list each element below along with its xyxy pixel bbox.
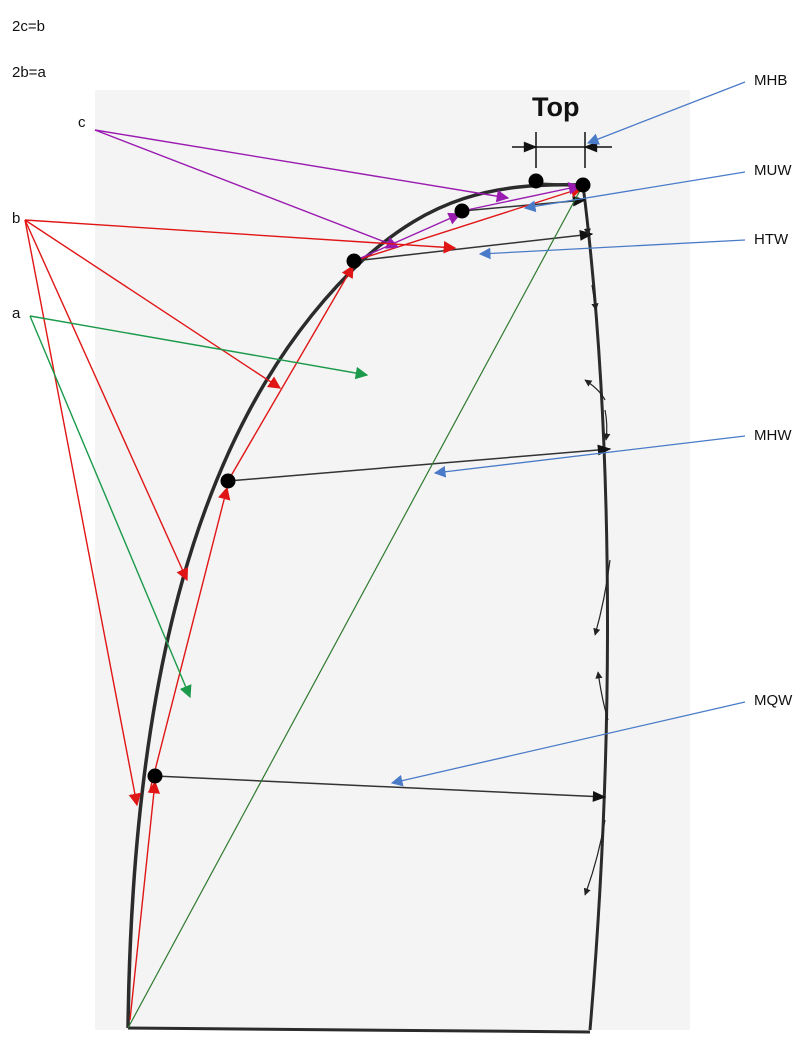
label-mhb: MHB: [754, 72, 788, 89]
leech-line: [581, 184, 610, 1031]
top-label: Top: [532, 92, 580, 122]
diagonal-green-line: [127, 184, 584, 1029]
sail-outline: [126, 182, 610, 1034]
leech-flex-arrows: [583, 199, 611, 896]
top-dimension: [512, 132, 612, 168]
c-chord-arrows: [353, 182, 582, 262]
equation-b-a: 2b=a: [12, 64, 46, 81]
htw-width-line: [353, 230, 594, 262]
point-head: [575, 177, 591, 193]
point-upper: [454, 203, 470, 219]
a-pointer-arrows: [29, 315, 369, 699]
point-top-front: [528, 173, 544, 189]
b-pointer-arrows: [24, 219, 457, 807]
label-mqw: MQW: [754, 692, 793, 709]
equation-c-b: 2c=b: [12, 18, 45, 35]
point-quarter: [147, 768, 163, 784]
point-three-quarter: [346, 253, 362, 269]
c-pointer-arrows: [94, 129, 510, 249]
label-a: a: [12, 305, 21, 322]
label-c: c: [78, 114, 86, 131]
measurement-points: [147, 173, 591, 784]
b-chord-arrows: [129, 185, 584, 1021]
point-half: [220, 473, 236, 489]
label-mhw: MHW: [754, 427, 792, 444]
mhw-width-line: [227, 444, 612, 482]
label-htw: HTW: [754, 231, 789, 248]
mqw-width-line: [154, 775, 607, 802]
label-muw: MUW: [754, 162, 792, 179]
foot-line: [127, 1026, 591, 1034]
callout-arrows: [390, 81, 746, 787]
luff-curve: [126, 182, 584, 1029]
label-b: b: [12, 210, 21, 227]
